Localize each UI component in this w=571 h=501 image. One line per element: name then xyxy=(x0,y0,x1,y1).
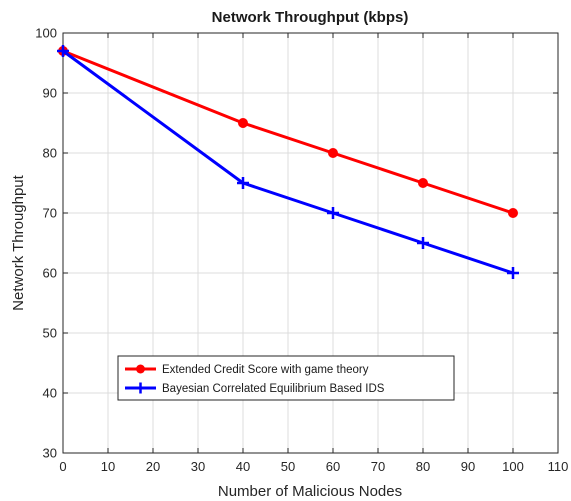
y-tick-label: 40 xyxy=(43,386,57,401)
data-point-series-2 xyxy=(237,177,249,189)
y-tick-label: 80 xyxy=(43,146,57,161)
y-tick-label: 50 xyxy=(43,326,57,341)
x-tick-label: 70 xyxy=(371,459,385,474)
x-tick-label: 30 xyxy=(191,459,205,474)
x-tick-label: 100 xyxy=(502,459,524,474)
legend-marker-series-2 xyxy=(135,382,146,394)
x-tick-label: 110 xyxy=(548,459,569,474)
chart-title: Network Throughput (kbps) xyxy=(212,9,409,26)
axis-ticks: 0 10 20 30 40 50 60 70 80 90 100 110 30 40 50 60 70 80 90 1… xyxy=(35,26,568,475)
y-tick-label: 30 xyxy=(43,446,57,461)
x-tick-label: 0 xyxy=(59,459,66,474)
y-axis-label: Network Throughput xyxy=(10,174,27,310)
legend-box xyxy=(117,355,455,401)
plot-area-frame xyxy=(62,32,559,454)
x-tick-label: 80 xyxy=(416,459,430,474)
y-tick-label: 60 xyxy=(43,266,57,281)
data-point-series-1 xyxy=(328,148,338,158)
data-point-series-1 xyxy=(238,118,248,128)
x-tick-label: 60 xyxy=(326,459,340,474)
x-tick-label: 10 xyxy=(101,459,115,474)
data-point-series-1 xyxy=(418,178,428,188)
series-group xyxy=(57,45,519,279)
x-axis-label: Number of Malicious Nodes xyxy=(218,483,402,500)
data-point-series-2 xyxy=(507,267,519,279)
data-point-series-1 xyxy=(508,208,518,218)
x-tick-label: 20 xyxy=(146,459,160,474)
legend-marker-series-1 xyxy=(136,364,145,374)
x-tick-label: 90 xyxy=(461,459,475,474)
data-point-series-2 xyxy=(57,45,69,57)
y-tick-label: 70 xyxy=(43,206,57,221)
legend: Extended Credit Score with game theory B… xyxy=(117,355,455,401)
legend-label-series-2: Bayesian Correlated Equilibrium Based ID… xyxy=(162,383,385,395)
y-tick-label: 100 xyxy=(35,26,57,41)
y-tick-label: 90 xyxy=(43,86,57,101)
legend-label-series-1: Extended Credit Score with game theory xyxy=(162,364,369,376)
data-point-series-2 xyxy=(327,207,339,219)
data-point-series-2 xyxy=(417,237,429,249)
x-tick-label: 40 xyxy=(236,459,250,474)
x-tick-label: 50 xyxy=(281,459,295,474)
